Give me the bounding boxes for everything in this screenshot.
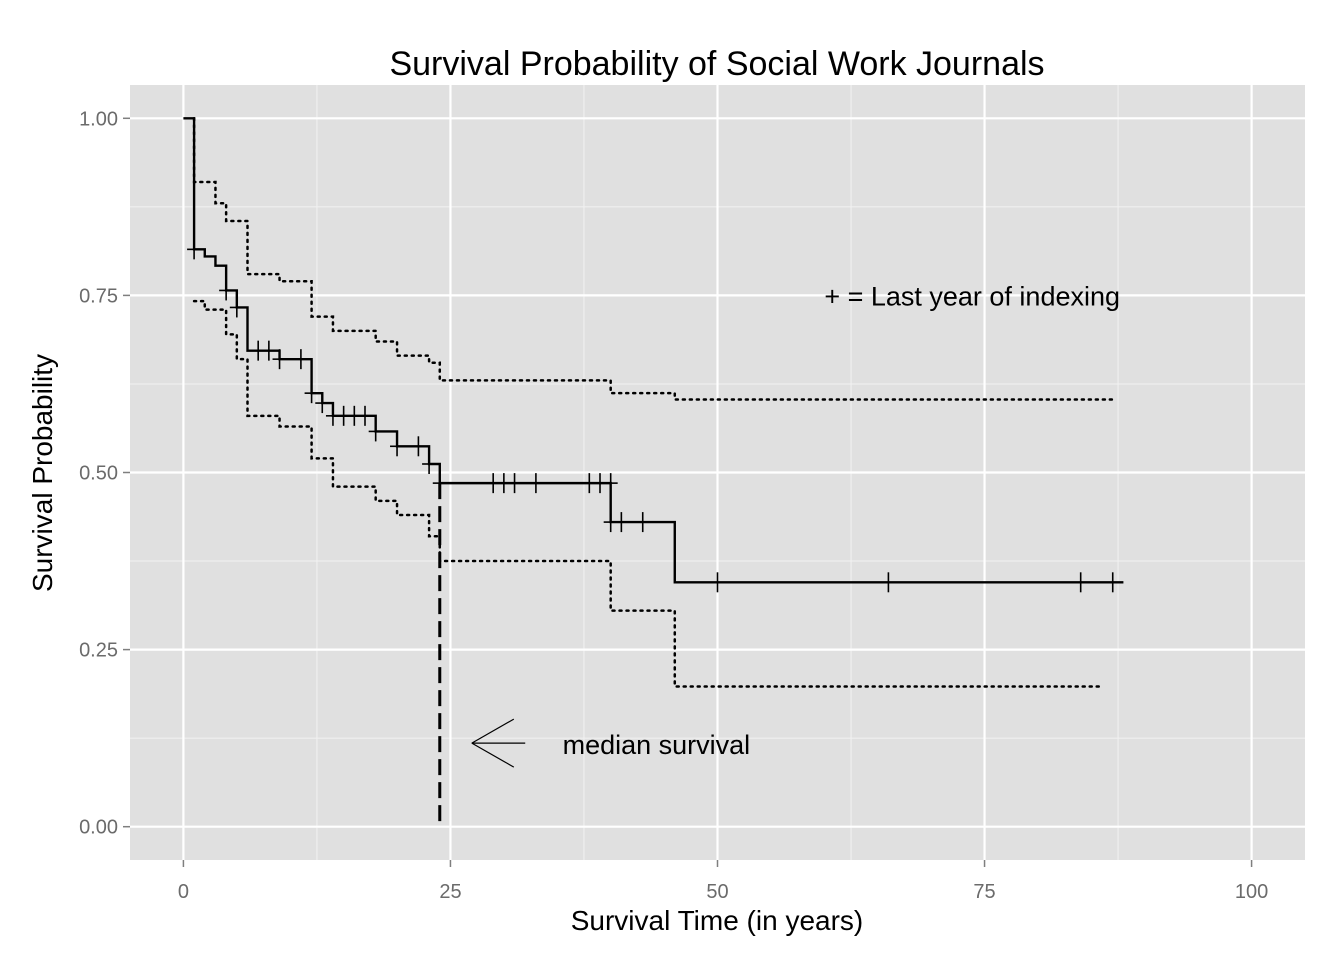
x-tick-label: 0	[178, 881, 189, 903]
y-tick-label: 0.25	[79, 640, 118, 662]
confidence-bound-line	[192, 117, 1114, 401]
annotation-text: median survival	[563, 730, 751, 760]
chart-title: Survival Probability of Social Work Jour…	[389, 45, 1044, 83]
y-tick-label: 0.00	[79, 817, 118, 839]
y-tick-label: 0.75	[79, 285, 118, 307]
arrow-head-upper	[471, 718, 515, 744]
annotations: + = Last year of indexing median survival	[471, 281, 1120, 768]
arrow-head-lower	[471, 742, 515, 768]
major-grid	[130, 85, 1305, 860]
y-tick-label: 1.00	[79, 108, 118, 130]
censor-marks	[187, 239, 1120, 593]
axis-ticks	[123, 117, 1253, 867]
y-tick-label: 0.50	[79, 463, 118, 485]
axis-tick-labels: 0 25 50 75 100 0.00 0.25 0.50 0.75 1.00	[79, 108, 1268, 903]
x-tick-label: 75	[973, 881, 995, 903]
x-tick-label: 25	[439, 881, 461, 903]
x-tick-label: 100	[1235, 881, 1268, 903]
y-axis-title: Survival Probability	[27, 354, 58, 592]
confidence-bound-line	[192, 299, 1104, 688]
x-axis-title: Survival Time (in years)	[571, 905, 864, 936]
annotation-text: + = Last year of indexing	[824, 281, 1120, 311]
x-tick-label: 50	[706, 881, 728, 903]
